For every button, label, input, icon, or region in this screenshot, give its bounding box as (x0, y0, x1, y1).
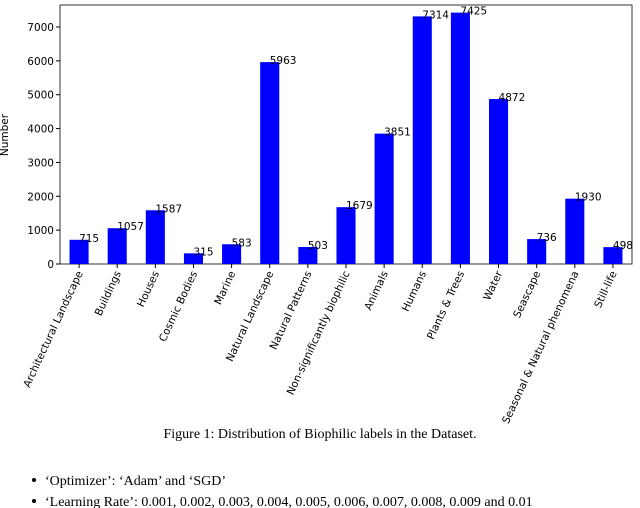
x-tick-label: Animals (362, 269, 391, 312)
value-label: 7314 (422, 9, 449, 21)
x-tick-label: Water (481, 269, 505, 303)
x-tick-label: Still-life (592, 269, 619, 310)
bar (374, 133, 394, 264)
y-tick-label: 1000 (27, 225, 54, 237)
value-label: 503 (308, 240, 328, 252)
y-tick-label: 0 (47, 259, 54, 271)
x-tick-label: Cosmic Bodies (157, 269, 200, 344)
bar (298, 246, 318, 264)
value-label: 1930 (575, 192, 602, 204)
x-tick-label: Architectural Landscape (21, 269, 86, 389)
value-label: 4872 (499, 92, 526, 104)
bar (145, 210, 165, 264)
x-tick-label: Plants & Trees (425, 269, 467, 341)
value-label: 583 (232, 237, 252, 249)
bullet (32, 478, 36, 482)
bar (603, 247, 623, 264)
bar (336, 207, 356, 264)
bar (222, 244, 242, 264)
value-label: 1587 (155, 203, 182, 215)
value-label: 315 (193, 246, 213, 258)
y-tick-label: 6000 (27, 56, 54, 68)
bar (489, 99, 509, 264)
x-tick-label: Humans (400, 269, 429, 313)
y-tick-label: 5000 (27, 90, 54, 102)
bar (527, 239, 547, 264)
bullet-text: ‘Learning Rate’: 0.001, 0.002, 0.003, 0.… (45, 495, 533, 508)
value-label: 1679 (346, 200, 373, 212)
bar (450, 12, 470, 265)
value-label: 3851 (384, 127, 411, 139)
x-tick-label: Seascape (511, 269, 543, 320)
bar (69, 239, 89, 264)
value-label: 7425 (460, 6, 487, 18)
bar (412, 16, 432, 264)
y-tick-label: 4000 (27, 124, 54, 136)
value-label: 1057 (117, 221, 144, 233)
bar (565, 198, 585, 264)
y-tick-label: 2000 (27, 191, 54, 203)
y-tick-label: 3000 (27, 157, 54, 169)
y-axis-label: Number (0, 113, 11, 156)
figure-caption: Figure 1: Distribution of Biophilic labe… (163, 427, 476, 442)
value-label: 736 (537, 232, 557, 244)
y-tick-label: 7000 (27, 22, 54, 34)
bullet (32, 499, 36, 503)
bar (183, 253, 203, 264)
x-tick-label: Natural Patterns (268, 269, 315, 351)
bar (260, 62, 280, 265)
x-tick-label: Buildings (93, 269, 124, 318)
value-label: 715 (79, 233, 99, 245)
x-tick-label: Marine (212, 269, 238, 307)
bar (107, 228, 127, 264)
bullet-text: ‘Optimizer’: ‘Adam’ and ‘SGD’ (45, 474, 226, 489)
value-label: 498 (613, 240, 633, 252)
x-tick-label: Seasonal & Natural phenomena (500, 269, 581, 425)
x-tick-label: Houses (135, 269, 162, 309)
value-label: 5963 (270, 55, 297, 67)
